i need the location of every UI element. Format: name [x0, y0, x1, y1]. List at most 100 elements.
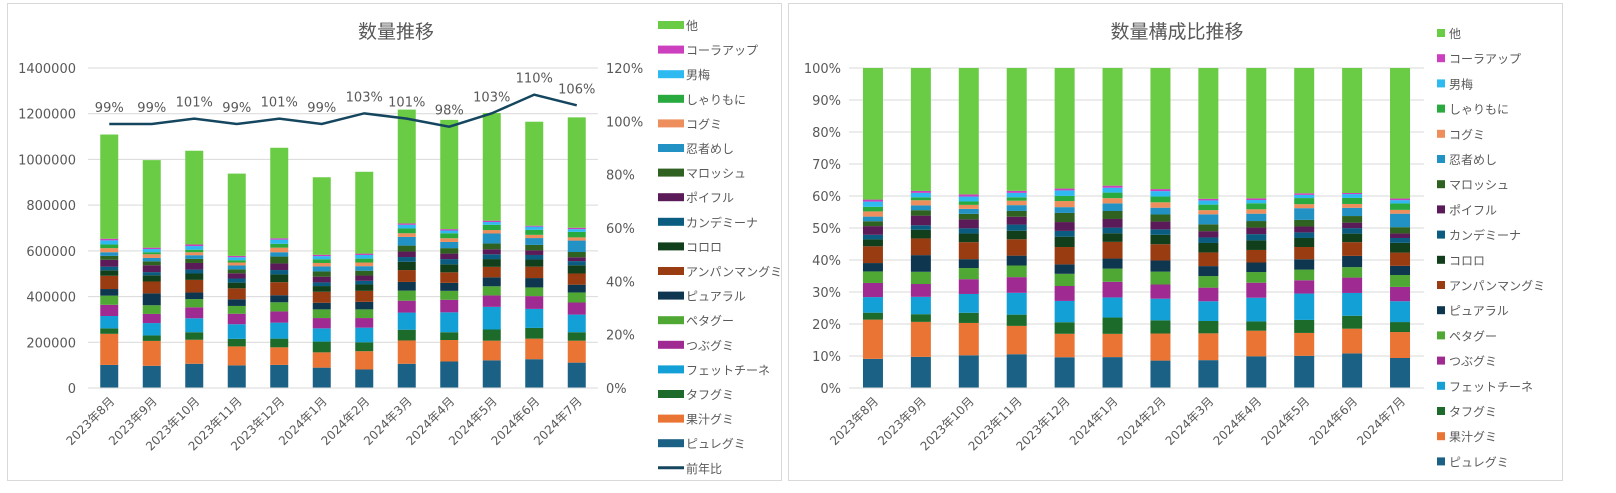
legend-swatch [658, 267, 684, 275]
data-label: 103% [346, 90, 383, 105]
bar-segment [185, 279, 204, 293]
data-label: 101% [261, 96, 298, 111]
bar-segment [1294, 219, 1315, 227]
bar-segment [1390, 227, 1411, 234]
bar-segment [312, 256, 331, 260]
bar-segment [355, 318, 374, 328]
bar-segment [312, 266, 331, 272]
legend-label: ピュレグミ [686, 437, 746, 451]
bar-segment [1054, 322, 1075, 334]
bar-segment [567, 284, 586, 293]
bar-segment [482, 306, 501, 330]
bar-segment [1102, 192, 1123, 199]
bar-segment [525, 226, 544, 230]
bar-segment [227, 262, 246, 266]
bar-segment [355, 309, 374, 319]
legend-swatch [658, 291, 684, 300]
bar-segment [100, 304, 119, 316]
bar-segment [910, 284, 931, 297]
bar-segment [862, 68, 883, 200]
bar-segment [1390, 358, 1411, 388]
bar-segment [1054, 236, 1075, 248]
bar-segment [142, 305, 161, 314]
bar-segment [227, 324, 246, 339]
bar-segment [958, 68, 979, 195]
bar-segment [1246, 272, 1267, 283]
legend-swatch [658, 242, 684, 251]
bar-segment [142, 160, 161, 248]
legend-swatch [658, 193, 684, 202]
bar-segment [567, 227, 586, 230]
bar-segment [1150, 244, 1171, 261]
bar-segment [1006, 200, 1027, 206]
bar-segment [862, 319, 883, 359]
bar-segment [1198, 266, 1219, 277]
bar-segment [100, 248, 119, 253]
legend-label: アンパンマングミ [686, 265, 782, 279]
bar-segment [397, 257, 416, 262]
legend-label: ポイフル [686, 191, 734, 205]
bar-segment [100, 333, 119, 365]
bar-segment [312, 328, 331, 342]
y-tick-label: 40% [812, 254, 841, 269]
bar-segment [1102, 68, 1123, 186]
data-label: 99% [95, 101, 124, 116]
bar-segment [227, 313, 246, 325]
bar-segment [312, 276, 331, 283]
bar-segment [1390, 200, 1411, 204]
bar-segment [1054, 68, 1075, 189]
bar-segment [862, 263, 883, 272]
bar-segment [1150, 320, 1171, 334]
bar-segment [440, 119, 459, 230]
bar-segment [910, 271, 931, 285]
bar-segment [355, 301, 374, 310]
bar-segment [397, 236, 416, 246]
bar-segment [567, 273, 586, 285]
bar-segment [312, 318, 331, 329]
bar-segment [1198, 210, 1219, 215]
bar-segment [958, 208, 979, 214]
bar-segment [142, 265, 161, 273]
bar-segment [1006, 210, 1027, 217]
bar-segment [567, 240, 586, 252]
bar-segment [100, 316, 119, 329]
bar-segment [227, 365, 246, 388]
y-tick-label: 10% [812, 350, 841, 365]
bar-segment [440, 248, 459, 254]
bar-segment [1294, 332, 1315, 356]
bar-segment [1246, 209, 1267, 214]
x-tick-label: 2024年2月 [1115, 394, 1169, 448]
data-label: 98% [435, 104, 464, 119]
bar-segment [1150, 229, 1171, 235]
legend-label: ピュレグミ [1449, 455, 1509, 469]
chart-title: 数量構成比推移 [1110, 21, 1243, 43]
legend-label: コーラアップ [686, 44, 758, 58]
bar-segment [958, 312, 979, 323]
bar-segment [312, 302, 331, 310]
bar-segment [227, 305, 246, 314]
bar-segment [1054, 230, 1075, 237]
bar-segment [1342, 197, 1363, 204]
bar-segment [270, 322, 289, 339]
legend-label: マロッシュ [1449, 178, 1509, 192]
bar-segment [1390, 213, 1411, 228]
bar-segment [910, 255, 931, 272]
bar-segment [1198, 231, 1219, 238]
bar-segment [910, 190, 931, 193]
bar-segment [100, 134, 119, 239]
bar-segment [355, 327, 374, 343]
x-tick-label: 2024年1月 [1067, 394, 1121, 448]
bar-segment [185, 339, 204, 364]
bar-segment [1342, 228, 1363, 234]
y-tick-label: 1400000 [18, 62, 76, 77]
y-tick-label: 20% [812, 318, 841, 333]
bar-segment [142, 252, 161, 255]
bar-segment [1150, 196, 1171, 203]
bar-segment [1390, 242, 1411, 253]
bar-segment [910, 356, 931, 388]
bar-segment [440, 299, 459, 313]
bar-segment [1390, 286, 1411, 302]
y-tick-label: 0 [68, 382, 76, 397]
bar-segment [1246, 282, 1267, 298]
bar-segment [862, 216, 883, 222]
